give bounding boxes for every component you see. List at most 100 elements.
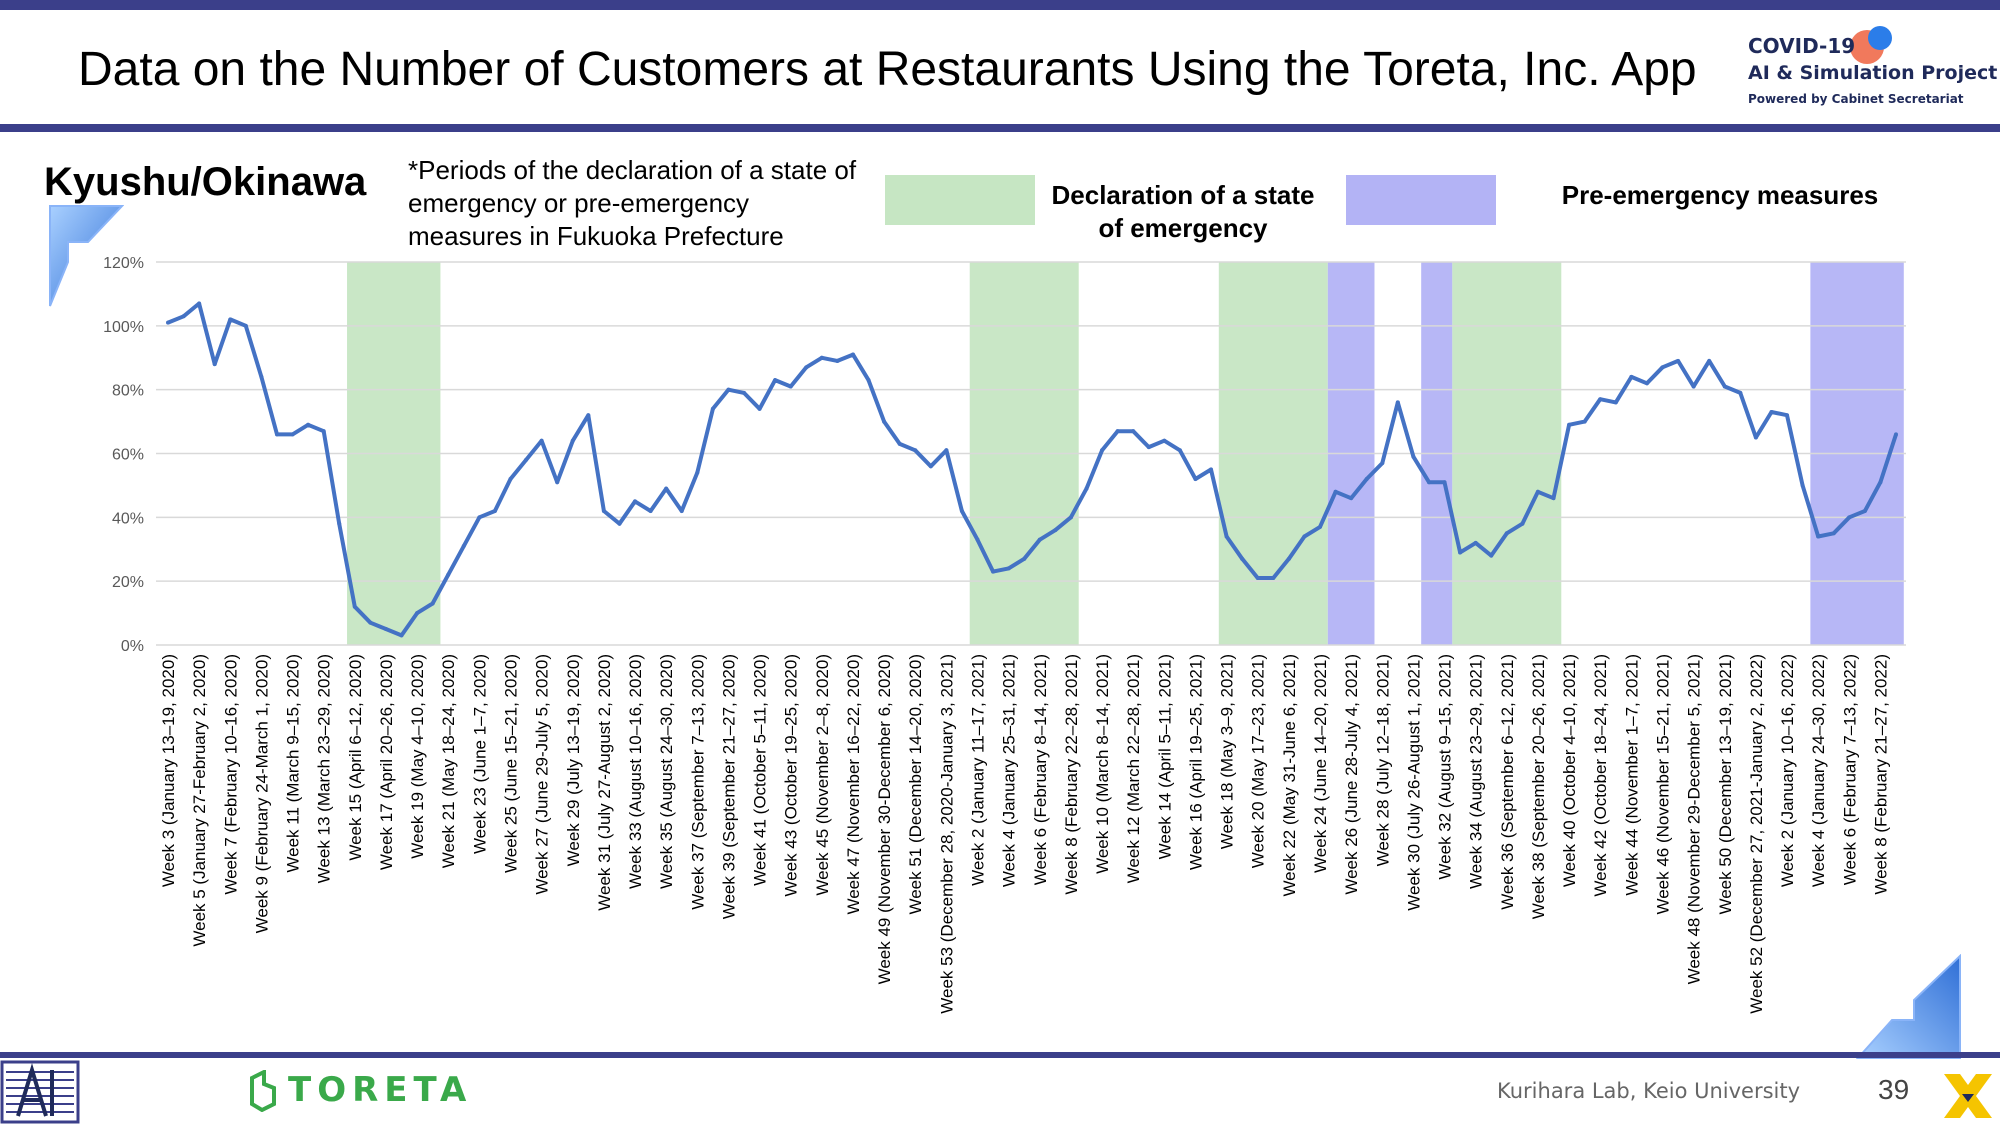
y-tick-label: 100% (103, 319, 144, 336)
data-point (1084, 486, 1089, 491)
data-point (166, 320, 170, 325)
data-point (819, 355, 824, 360)
logo-blue-dot-icon (1868, 26, 1892, 50)
x-tick-label: Week 4 (January 25–31, 2021) (1000, 654, 1019, 887)
x-tick-label: Week 41 (October 5–11, 2020) (751, 654, 770, 886)
data-point (1831, 531, 1836, 536)
x-logo-icon (1944, 1074, 1992, 1118)
data-point (337, 521, 342, 526)
data-point (679, 508, 684, 513)
data-point (1193, 477, 1198, 482)
data-point (461, 544, 466, 549)
legend-emergency-label: Declaration of a state of emergency (1051, 180, 1315, 243)
x-tick-label: Week 2 (January 10–16, 2022) (1778, 654, 1797, 887)
data-point (1473, 540, 1478, 545)
data-point (1100, 448, 1105, 453)
data-point (430, 601, 435, 606)
x-tick-label: Week 6 (February 8–14, 2021) (1031, 654, 1050, 885)
toreta-brand-text: TORETA (288, 1070, 473, 1110)
data-point (197, 301, 202, 306)
y-tick-label: 0% (121, 638, 144, 655)
x-tick-label: Week 35 (August 24–30, 2020) (657, 654, 676, 889)
data-point (306, 422, 311, 427)
x-tick-label: Week 30 (July 26-August 1, 2021) (1404, 654, 1423, 911)
legend-pre-emergency-label: Pre-emergency measures (1561, 180, 1879, 210)
data-point (1800, 483, 1805, 488)
data-point (633, 499, 638, 504)
data-point (1504, 531, 1509, 536)
data-point (212, 362, 217, 367)
data-point (1535, 489, 1540, 494)
data-point (617, 521, 622, 526)
data-point (850, 352, 855, 357)
x-tick-label: Week 52 (December 27, 2021-January 2, 20… (1747, 654, 1766, 1014)
x-tick-label: Week 33 (August 10–16, 2020) (626, 654, 645, 889)
x-tick-label: Week 51 (December 14–20, 2020) (906, 654, 925, 915)
logo-line-2: AI & Simulation Project (1748, 62, 1998, 84)
data-point (321, 429, 326, 434)
data-point (446, 572, 451, 577)
x-tick-label: Week 8 (February 21–27, 2022) (1871, 654, 1890, 895)
x-tick-label: Week 19 (May 4–10, 2020) (408, 654, 427, 859)
data-point (1442, 480, 1447, 485)
x-tick-label: Week 16 (April 19–25, 2021) (1186, 654, 1205, 870)
data-point (648, 508, 653, 513)
x-tick-label: Week 17 (April 20–26, 2020) (377, 654, 396, 870)
data-point (773, 378, 778, 383)
footer-divider-bar (0, 1052, 2000, 1058)
x-tick-label: Week 6 (February 7–13, 2022) (1840, 654, 1859, 885)
data-point (1255, 575, 1260, 580)
data-point (944, 448, 949, 453)
data-point (991, 569, 996, 574)
page-number: 39 (1878, 1074, 1910, 1105)
x-tick-label: Week 46 (November 15–21, 2021) (1653, 654, 1672, 915)
data-point (1271, 575, 1276, 580)
data-point (274, 432, 279, 437)
data-point (975, 537, 980, 542)
x-tick-label: Week 14 (April 5–11, 2021) (1155, 654, 1174, 859)
data-point (243, 323, 248, 328)
x-tick-label: Week 49 (November 30-December 6, 2020) (875, 654, 894, 984)
data-point (1146, 445, 1151, 450)
data-point (1785, 413, 1790, 418)
y-tick-label: 20% (112, 574, 144, 591)
data-point (181, 314, 186, 319)
data-point (1738, 390, 1743, 395)
x-tick-label: Week 5 (January 27-February 2, 2020) (190, 654, 209, 947)
data-point (1847, 515, 1852, 520)
x-tick-label: Week 9 (February 24-March 1, 2020) (252, 654, 271, 933)
logo-line-3: Powered by Cabinet Secretariat (1748, 92, 1964, 106)
title-divider-bar (0, 124, 2000, 132)
x-tick-label: Week 42 (October 18–24, 2021) (1591, 654, 1610, 897)
x-tick-label: Week 47 (November 16–22, 2020) (844, 654, 863, 915)
data-point (1862, 508, 1867, 513)
data-point (1318, 524, 1322, 529)
data-point (492, 508, 497, 513)
data-point (1022, 556, 1027, 561)
toreta-logo-icon (250, 1070, 276, 1112)
x-tick-label: Week 8 (February 22–28, 2021) (1062, 654, 1081, 895)
data-point (1209, 467, 1214, 472)
legend-pre-emergency-swatch (1346, 175, 1496, 225)
data-point (1333, 489, 1338, 494)
data-point (601, 508, 606, 513)
data-point (524, 457, 529, 462)
logo-line-1: COVID-19 (1748, 34, 1856, 58)
legend-emergency-swatch (885, 175, 1035, 225)
y-tick-label: 40% (112, 510, 144, 527)
data-point (664, 486, 669, 491)
x-tick-label: Week 23 (June 1–7, 2020) (470, 654, 489, 854)
x-tick-label: Week 25 (June 15–21, 2020) (501, 654, 520, 873)
x-tick-label: Week 2 (January 11–17, 2021) (969, 654, 988, 886)
data-point (710, 406, 715, 411)
periods-note: *Periods of the declaration of a state o… (408, 155, 857, 251)
data-point (477, 515, 482, 520)
data-point (1224, 534, 1229, 539)
data-point (586, 413, 591, 418)
data-point (866, 378, 871, 383)
x-tick-label: Week 50 (December 13–19, 2021) (1716, 654, 1735, 915)
x-tick-label: Week 37 (September 7–13, 2020) (688, 654, 707, 910)
data-point (1131, 429, 1136, 434)
x-tick-label: Week 32 (August 9–15, 2021) (1436, 654, 1455, 880)
data-point (726, 387, 731, 392)
